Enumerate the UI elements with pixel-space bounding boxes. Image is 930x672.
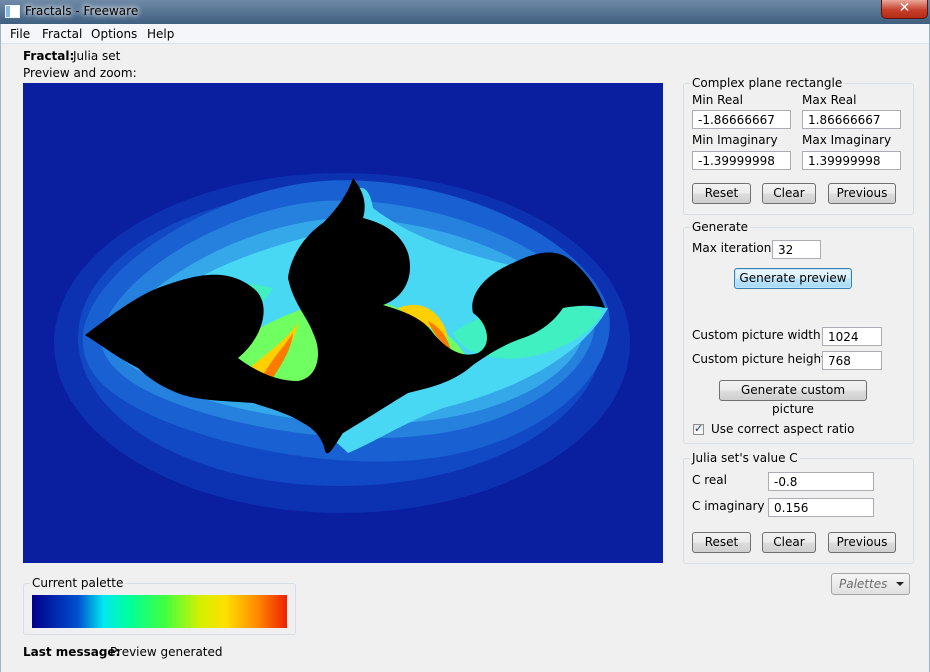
max-real-label: Max Real (802, 93, 857, 107)
custom-height-input[interactable]: 768 (822, 351, 882, 370)
max-imaginary-label: Max Imaginary (802, 133, 892, 147)
generate-title: Generate (690, 220, 751, 234)
palette-group: Current palette (23, 576, 296, 635)
julia-c-title: Julia set's value C (690, 451, 800, 465)
app-window-icon (5, 5, 20, 18)
palettes-dropdown[interactable]: Palettes (831, 573, 910, 595)
custom-width-input[interactable]: 1024 (822, 327, 882, 346)
julia-clear-button[interactable]: Clear (762, 532, 816, 553)
fractal-preview[interactable] (23, 83, 663, 563)
custom-height-label: Custom picture height: (692, 352, 830, 366)
window-title: Fractals - Freeware (25, 4, 139, 18)
max-iterations-label: Max iterations (692, 241, 778, 255)
generate-custom-picture-button[interactable]: Generate custom picture (719, 380, 867, 416)
complex-plane-group: Complex plane rectangle Min Real Max Rea… (683, 76, 914, 215)
palette-gradient (32, 595, 287, 628)
aspect-ratio-label: Use correct aspect ratio (711, 422, 855, 436)
aspect-ratio-checkbox[interactable]: ✓ (693, 422, 704, 435)
max-imaginary-input[interactable]: 1.39999998 (802, 151, 901, 170)
c-imaginary-input[interactable]: 0.156 (768, 498, 874, 517)
min-imaginary-input[interactable]: -1.39999998 (692, 151, 791, 170)
generate-preview-button[interactable]: Generate preview (734, 268, 852, 289)
plane-reset-button[interactable]: Reset (692, 183, 751, 204)
fractal-band-9 (243, 323, 298, 383)
fractal-type-value: Julia set (73, 49, 121, 63)
palette-title: Current palette (30, 576, 126, 590)
preview-label: Preview and zoom: (23, 66, 137, 80)
close-button[interactable]: ✕ (881, 0, 928, 19)
menu-bar: File Fractal Options Help (1, 24, 929, 44)
fractal-set-core (85, 178, 605, 454)
c-real-input[interactable]: -0.8 (768, 472, 874, 491)
last-message-value: Preview generated (110, 645, 223, 659)
fractal-image (23, 83, 663, 563)
min-imaginary-label: Min Imaginary (692, 133, 778, 147)
custom-width-label: Custom picture width: (692, 328, 825, 342)
min-real-input[interactable]: -1.86666667 (692, 110, 791, 129)
last-message-label: Last message: (23, 645, 121, 659)
checkmark-icon: ✓ (694, 422, 704, 435)
min-real-label: Min Real (692, 93, 743, 107)
max-iterations-input[interactable]: 32 (772, 240, 821, 259)
generate-group: Generate Max iterations 32 Generate prev… (683, 220, 914, 444)
chevron-down-icon (896, 582, 904, 586)
julia-previous-button[interactable]: Previous (828, 532, 896, 553)
menu-fractal[interactable]: Fractal (42, 27, 83, 41)
plane-previous-button[interactable]: Previous (828, 183, 896, 204)
palettes-dropdown-label: Palettes (839, 577, 888, 591)
menu-file[interactable]: File (10, 27, 31, 41)
c-real-label: C real (692, 473, 727, 487)
fractal-band-10b (428, 321, 451, 351)
plane-clear-button[interactable]: Clear (762, 183, 816, 204)
menu-help[interactable]: Help (147, 27, 175, 41)
max-real-input[interactable]: 1.86666667 (802, 110, 901, 129)
fractal-band-10 (263, 333, 293, 381)
complex-plane-title: Complex plane rectangle (690, 76, 845, 90)
fractal-label: Fractal: (23, 49, 75, 63)
c-imaginary-label: C imaginary (692, 499, 765, 513)
menu-options[interactable]: Options (91, 27, 138, 41)
julia-reset-button[interactable]: Reset (692, 532, 751, 553)
julia-c-group: Julia set's value C C real -0.8 C imagin… (683, 451, 914, 564)
title-bar: Fractals - Freeware ✕ (0, 0, 930, 24)
main-window: File Fractal Options Help Fractal: Julia… (0, 24, 930, 672)
